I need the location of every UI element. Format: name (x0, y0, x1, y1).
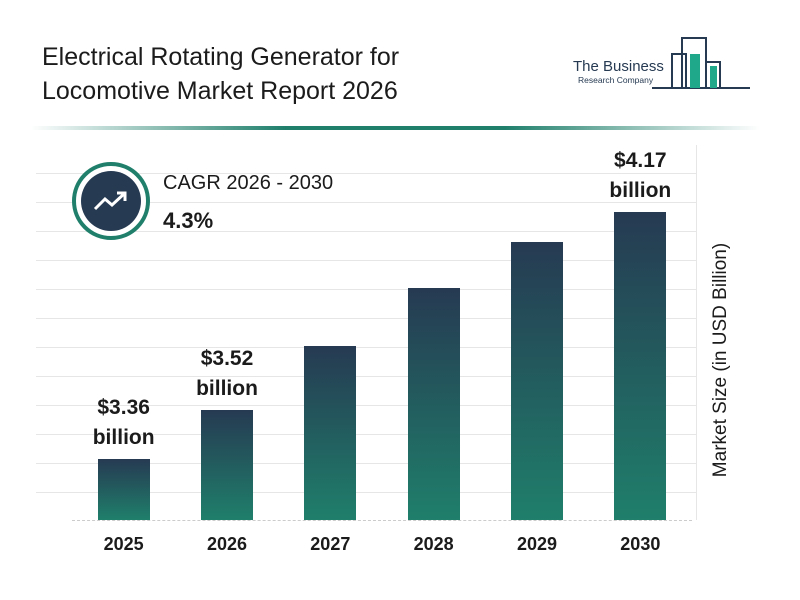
bar (97, 458, 150, 520)
bar (407, 288, 460, 520)
logo (652, 37, 750, 89)
cagr-value: 4.3% (163, 208, 214, 233)
value-label: $4.17 billion (609, 148, 672, 202)
x-tick-label: 2029 (516, 534, 558, 554)
value-label: $3.36 billion (92, 395, 155, 449)
x-tick-label: 2030 (620, 534, 661, 554)
x-tick-label: 2026 (206, 534, 248, 554)
title: Electrical Rotating Generator for Locomo… (42, 43, 400, 105)
bar (201, 410, 253, 520)
grid (696, 145, 697, 520)
logo-subtext: Research Company (578, 75, 654, 85)
divider (30, 126, 760, 130)
x-tick-label: 2028 (413, 534, 454, 554)
cagr-label: CAGR 2026 - 2030 (163, 172, 334, 194)
baseline (72, 520, 692, 521)
logo-text: The Business (573, 58, 664, 75)
bar (614, 211, 667, 520)
bar (511, 242, 563, 520)
value-label: $3.52 billion (196, 347, 258, 401)
cagr-icon (72, 162, 150, 240)
bar (304, 346, 357, 520)
x-tick-label: 2025 (103, 534, 144, 554)
x-tick-label: 2027 (310, 534, 351, 554)
